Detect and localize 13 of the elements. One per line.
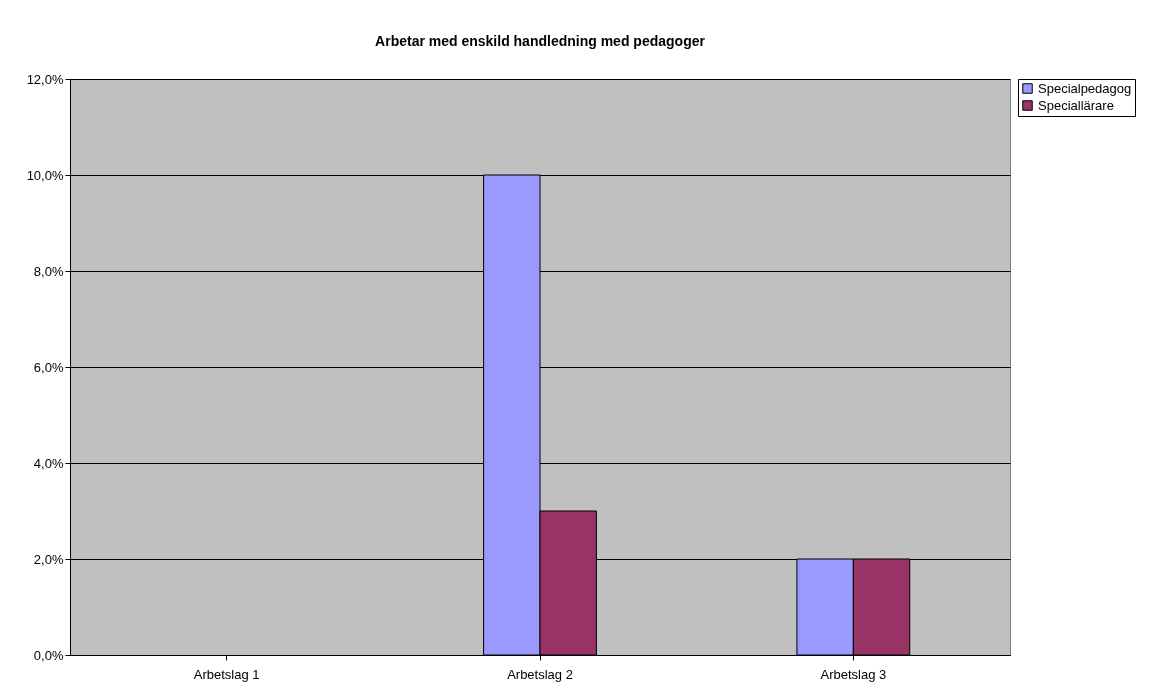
y-tick-label: 6,0% bbox=[33, 359, 64, 375]
y-tick-label: 8,0% bbox=[33, 263, 64, 279]
y-tick-label: 12,0% bbox=[26, 71, 64, 87]
legend-label: Specialpedagog bbox=[1038, 80, 1132, 96]
y-tick-label: 10,0% bbox=[26, 167, 64, 183]
chart-title: Arbetar med enskild handledning med pedagoger bbox=[375, 33, 706, 49]
x-tick-label: Arbetslag 3 bbox=[820, 666, 887, 682]
y-tick-label: 4,0% bbox=[33, 455, 64, 471]
x-tick-label: Arbetslag 1 bbox=[193, 666, 260, 682]
x-tick-label: Arbetslag 2 bbox=[507, 666, 573, 682]
y-tick-label: 0,0% bbox=[33, 647, 64, 663]
legend-label: Speciallärare bbox=[1038, 97, 1114, 113]
y-tick-label: 2,0% bbox=[33, 551, 64, 567]
